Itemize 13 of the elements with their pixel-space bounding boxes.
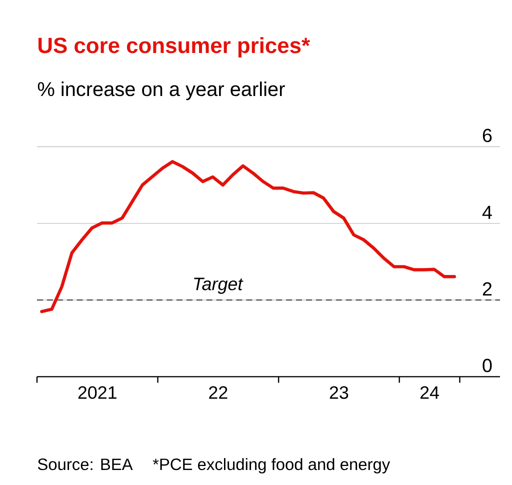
x-tick-label: 22	[209, 386, 228, 399]
y-tick-label: 2	[482, 282, 492, 296]
y-tick-label: 0	[482, 358, 492, 372]
chart-subtitle: % increase on a year earlier	[38, 82, 285, 100]
x-tick-label: 24	[420, 386, 439, 399]
chart-title: US core consumer prices*	[38, 37, 310, 58]
x-tick-label: 2021	[78, 386, 116, 399]
ref-line-label: Target	[194, 278, 244, 294]
text: *PCE excluding food and energy	[152, 458, 390, 474]
x-tick-label: 23	[330, 386, 348, 399]
source-note: Source: BEA	[38, 458, 133, 470]
y-tick-label: 6	[482, 128, 492, 142]
y-tick-label: 4	[482, 206, 492, 219]
